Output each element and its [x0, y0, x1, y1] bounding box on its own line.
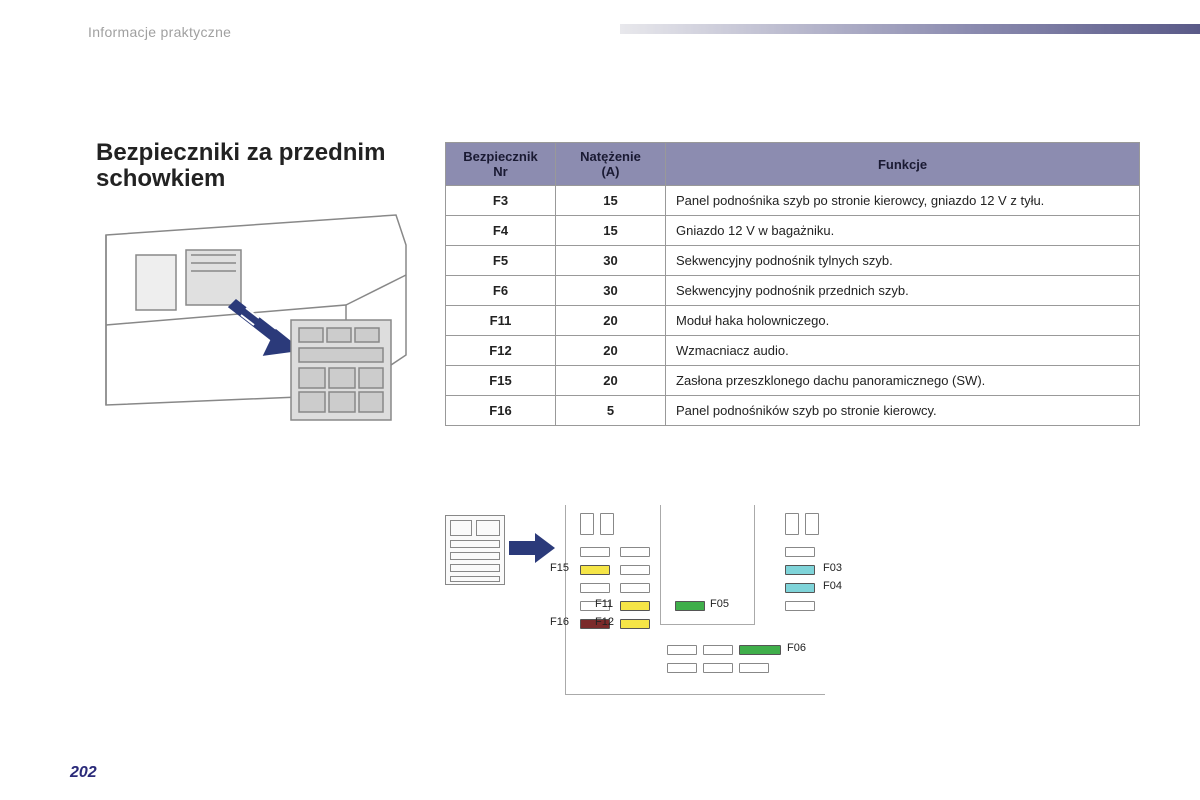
cell-amp: 15 — [556, 186, 666, 216]
fuse-slot-empty — [739, 663, 769, 673]
cell-nr: F3 — [446, 186, 556, 216]
fuse-label-f06: F06 — [787, 642, 806, 654]
cell-amp: 15 — [556, 216, 666, 246]
col-header-amp: Natężenie(A) — [556, 143, 666, 186]
fuse-layout-diagram: F15 F11 F16 F12 F05 F06 F03 F04 — [445, 505, 965, 705]
cell-nr: F11 — [446, 306, 556, 336]
cell-fn: Wzmacniacz audio. — [666, 336, 1140, 366]
page-number: 202 — [70, 764, 97, 782]
fuse-label-f04: F04 — [823, 580, 842, 592]
cell-amp: 30 — [556, 276, 666, 306]
arrow-icon — [507, 533, 557, 563]
fuse-slot-empty — [580, 583, 610, 593]
fuse-slot-empty — [805, 513, 819, 535]
cell-amp: 20 — [556, 336, 666, 366]
fuse-slot-empty — [703, 663, 733, 673]
fuse-slot-empty — [620, 583, 650, 593]
cell-nr: F4 — [446, 216, 556, 246]
col-header-nr: BezpiecznikNr — [446, 143, 556, 186]
cell-nr: F5 — [446, 246, 556, 276]
fuse-slot-f11 — [620, 601, 650, 611]
glovebox-illustration — [96, 205, 416, 435]
cell-nr: F12 — [446, 336, 556, 366]
col-header-fn: Funkcje — [666, 143, 1140, 186]
fuse-label-f11: F11 — [595, 598, 613, 610]
fuse-label-f05: F05 — [710, 598, 729, 610]
fuse-slot-empty — [667, 663, 697, 673]
cell-fn: Panel podnośnika szyb po stronie kierowc… — [666, 186, 1140, 216]
fuse-slot-f03 — [785, 565, 815, 575]
fuse-slot-empty — [620, 565, 650, 575]
fuse-slot-empty — [785, 601, 815, 611]
fuse-slot-empty — [600, 513, 614, 535]
fuse-slot-f12 — [620, 619, 650, 629]
table-row: F630Sekwencyjny podnośnik przednich szyb… — [446, 276, 1140, 306]
cell-nr: F6 — [446, 276, 556, 306]
cell-amp: 30 — [556, 246, 666, 276]
table-row: F1520Zasłona przeszklonego dachu panoram… — [446, 366, 1140, 396]
table-row: F530Sekwencyjny podnośnik tylnych szyb. — [446, 246, 1140, 276]
section-label: Informacje praktyczne — [88, 24, 231, 40]
cell-fn: Sekwencyjny podnośnik przednich szyb. — [666, 276, 1140, 306]
fuse-slot-empty — [620, 547, 650, 557]
page-title: Bezpieczniki za przednim schowkiem — [96, 140, 406, 193]
cell-fn: Gniazdo 12 V w bagażniku. — [666, 216, 1140, 246]
table-row: F1220Wzmacniacz audio. — [446, 336, 1140, 366]
cell-amp: 20 — [556, 306, 666, 336]
table-header-row: BezpiecznikNr Natężenie(A) Funkcje — [446, 143, 1140, 186]
cell-amp: 20 — [556, 366, 666, 396]
cell-nr: F15 — [446, 366, 556, 396]
fuse-slot-empty — [703, 645, 733, 655]
header-accent-bar — [620, 24, 1200, 34]
fuse-table: BezpiecznikNr Natężenie(A) Funkcje F315P… — [445, 142, 1140, 426]
cell-fn: Moduł haka holowniczego. — [666, 306, 1140, 336]
cell-fn: Zasłona przeszklonego dachu panoramiczne… — [666, 366, 1140, 396]
table-row: F315Panel podnośnika szyb po stronie kie… — [446, 186, 1140, 216]
table-row: F1120Moduł haka holowniczego. — [446, 306, 1140, 336]
cell-nr: F16 — [446, 396, 556, 426]
fuse-slot-empty — [785, 513, 799, 535]
fuse-slot-empty — [580, 547, 610, 557]
table-row: F415Gniazdo 12 V w bagażniku. — [446, 216, 1140, 246]
fuse-label-f16: F16 — [550, 616, 569, 628]
fuse-label-f03: F03 — [823, 562, 842, 574]
fuse-slot-empty — [667, 645, 697, 655]
cell-fn: Sekwencyjny podnośnik tylnych szyb. — [666, 246, 1140, 276]
fusebox-mini — [445, 515, 505, 585]
fuse-slot-empty — [785, 547, 815, 557]
fuse-slot-f06 — [739, 645, 781, 655]
table-row: F165Panel podnośników szyb po stronie ki… — [446, 396, 1140, 426]
fuse-slot-f15 — [580, 565, 610, 575]
fuse-slot-f05 — [675, 601, 705, 611]
fuse-label-f12: F12 — [595, 616, 614, 628]
cell-fn: Panel podnośników szyb po stronie kierow… — [666, 396, 1140, 426]
fuse-label-f15: F15 — [550, 562, 569, 574]
cell-amp: 5 — [556, 396, 666, 426]
fuse-slot-empty — [580, 513, 594, 535]
fuse-slot-f04 — [785, 583, 815, 593]
